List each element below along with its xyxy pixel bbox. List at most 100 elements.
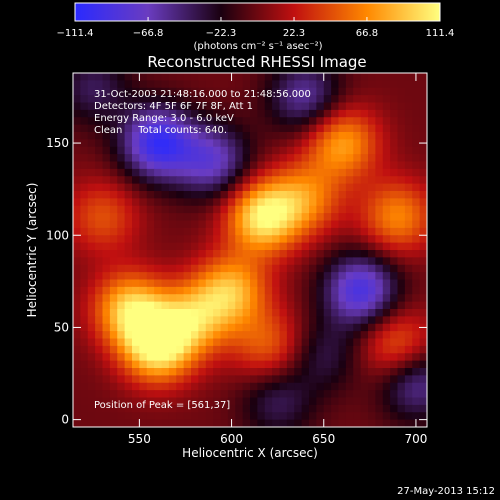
heatmap-cell [87,390,96,399]
heatmap-cell [132,198,140,207]
heatmap-cell [168,198,177,207]
heatmap-cell [301,412,310,421]
heatmap-cell [176,117,185,126]
heatmap-cell [235,176,244,185]
heatmap-cell [183,286,192,295]
heatmap-cell [205,316,214,325]
heatmap-cell [235,87,244,96]
heatmap-cell [316,146,325,155]
heatmap-cell [95,191,104,199]
heatmap-cell [257,213,266,222]
heatmap-cell [294,250,303,258]
heatmap-cell [331,132,340,140]
heatmap-cell [412,279,421,288]
heatmap-cell [323,264,332,273]
heatmap-cell [309,368,317,376]
heatmap-cell [176,132,185,140]
heatmap-cell [87,117,96,126]
heatmap-cell [183,301,192,310]
heatmap-cell [242,191,251,199]
heatmap-cell [264,124,273,133]
heatmap-cell [390,109,399,118]
heatmap-cell [220,161,229,170]
heatmap-cell [331,161,340,170]
heatmap-cell [338,213,347,222]
heatmap-cell [375,412,384,421]
heatmap-cell [213,338,222,347]
heatmap-cell [360,198,369,207]
heatmap-cell [205,404,214,413]
heatmap-cell [161,213,170,222]
heatmap-cell [124,294,133,303]
heatmap-cell [95,161,104,170]
heatmap-cell [139,95,148,104]
heatmap-cell [124,95,133,104]
heatmap-cell [353,382,362,391]
heatmap-cell [235,205,244,214]
heatmap-cell [168,368,177,376]
heatmap-cell [146,161,155,170]
heatmap-cell [161,242,170,251]
heatmap-cell [80,117,89,126]
heatmap-cell [117,213,126,222]
heatmap-cell [338,220,347,229]
heatmap-cell [368,198,376,207]
heatmap-cell [213,412,222,421]
heatmap-cell [117,95,126,104]
heatmap-cell [404,257,413,266]
heatmap-cell [102,397,111,406]
heatmap-cell [331,264,340,273]
heatmap-cell [309,154,317,163]
heatmap-cell [227,117,236,126]
heatmap-cell [412,309,421,317]
heatmap-cell [264,353,273,362]
heatmap-cell [87,132,96,140]
heatmap-cell [235,368,244,376]
heatmap-cell [412,242,421,251]
heatmap-cell [213,213,222,222]
heatmap-cell [220,250,229,258]
heatmap-cell [264,87,273,96]
heatmap-cell [213,264,222,273]
heatmap-cell [198,272,207,281]
heatmap-cell [213,323,222,332]
heatmap-cell [198,213,207,222]
heatmap-cell [95,80,104,89]
heatmap-cell [316,176,325,185]
heatmap-cell [109,205,118,214]
heatmap-cell [272,109,281,118]
heatmap-cell [264,132,273,140]
heatmap-cell [87,294,96,303]
heatmap-cell [382,419,391,427]
heatmap-cell [124,80,133,89]
heatmap-cell [191,264,199,273]
heatmap-cell [338,272,347,281]
heatmap-cell [102,338,111,347]
heatmap-cell [117,323,126,332]
heatmap-cell [132,176,140,185]
heatmap-cell [301,316,310,325]
heatmap-cell [257,353,266,362]
heatmap-cell [176,264,185,273]
heatmap-cell [198,198,207,207]
heatmap-cell [375,404,384,413]
heatmap-cell [227,220,236,229]
heatmap-cell [316,205,325,214]
heatmap-cell [250,309,258,317]
heatmap-cell [242,360,251,369]
heatmap-cell [397,205,406,214]
heatmap-cell [375,161,384,170]
heatmap-cell [235,390,244,399]
heatmap-cell [205,272,214,281]
heatmap-cell [404,301,413,310]
heatmap-cell [338,309,347,317]
heatmap-cell [220,294,229,303]
heatmap-cell [375,316,384,325]
heatmap-cell [132,213,140,222]
heatmap-cell [124,183,133,192]
heatmap-cell [264,309,273,317]
heatmap-cell [139,286,148,295]
heatmap-cell [242,168,251,177]
heatmap-cell [176,390,185,399]
heatmap-cell [404,176,413,185]
